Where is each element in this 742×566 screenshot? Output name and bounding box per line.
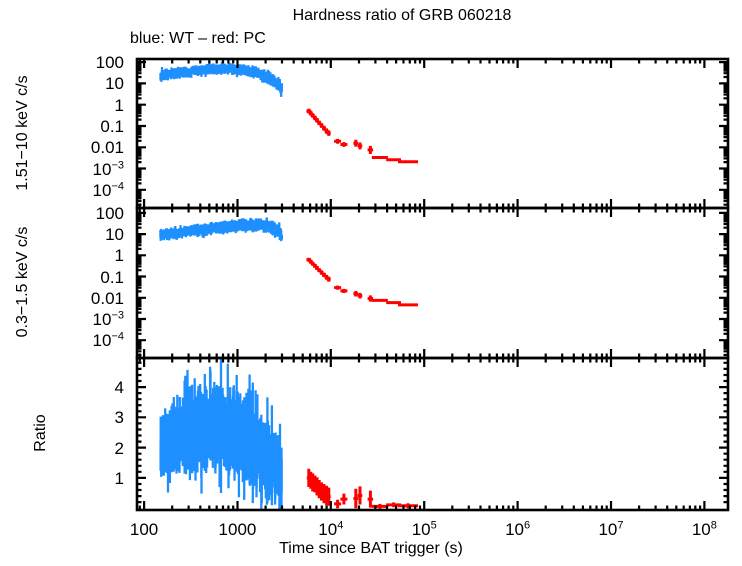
- y-tick-label: 10−3: [92, 158, 124, 179]
- y-tick-label: 10: [105, 225, 124, 245]
- x-tick-label: 107: [598, 519, 624, 539]
- y-tick-label: 10: [105, 74, 124, 94]
- y-tick-label: 1: [114, 246, 124, 266]
- x-tick-label: 100: [129, 520, 159, 539]
- x-axis-label: Time since BAT trigger (s): [279, 540, 463, 557]
- y-tick-label: 10−3: [92, 309, 124, 329]
- y-tick-label: 100: [95, 53, 124, 73]
- chart-title: Hardness ratio of GRB 060218: [292, 7, 512, 24]
- y-tick-label: 0.1: [100, 116, 124, 136]
- chart-legend-subtitle: blue: WT – red: PC: [130, 30, 266, 47]
- y-tick-label: 0.01: [90, 138, 124, 158]
- y-tick-label: 0.01: [90, 288, 124, 308]
- x-tick-label: 106: [505, 519, 531, 539]
- x-tick-label: 105: [411, 519, 437, 539]
- y-tick-label: 1: [114, 95, 124, 115]
- y-tick-label: 10−4: [92, 180, 124, 200]
- y-tick-label: 0.1: [100, 267, 124, 287]
- y-tick-label: 100: [95, 203, 124, 223]
- x-tick-label: 104: [318, 519, 344, 539]
- y-tick-label: 1: [114, 468, 124, 488]
- y-tick-label: 10−4: [92, 330, 124, 351]
- x-tick-label: 1000: [218, 520, 257, 539]
- y-tick-label: 4: [114, 378, 124, 398]
- x-tick-label: 108: [691, 519, 717, 539]
- y-tick-label: 2: [114, 438, 124, 458]
- y-tick-label: 3: [114, 408, 124, 428]
- y-axis-label-ratio: Ratio: [32, 414, 49, 452]
